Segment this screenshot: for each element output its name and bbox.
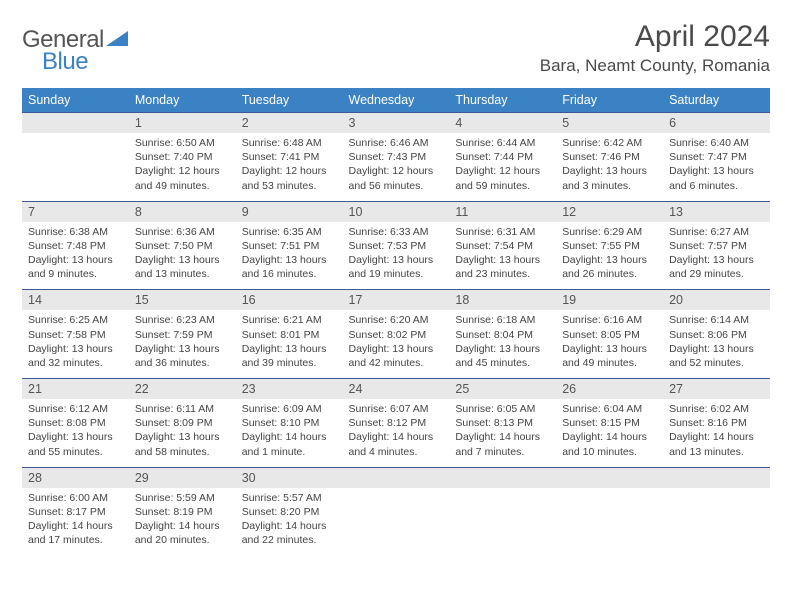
day-cell: Sunrise: 6:44 AMSunset: 7:44 PMDaylight:… — [449, 133, 556, 201]
day-number: 24 — [343, 379, 450, 400]
day-number: 23 — [236, 379, 343, 400]
day-cell: Sunrise: 6:05 AMSunset: 8:13 PMDaylight:… — [449, 399, 556, 467]
day-cell: Sunrise: 6:04 AMSunset: 8:15 PMDaylight:… — [556, 399, 663, 467]
day-number: 8 — [129, 201, 236, 222]
day-cell: Sunrise: 6:12 AMSunset: 8:08 PMDaylight:… — [22, 399, 129, 467]
day-number: 10 — [343, 201, 450, 222]
day-cell: Sunrise: 6:25 AMSunset: 7:58 PMDaylight:… — [22, 310, 129, 378]
day-cell — [556, 488, 663, 556]
day-number: 17 — [343, 290, 450, 311]
logo-text-blue: Blue — [42, 48, 88, 76]
day-number: 3 — [343, 113, 450, 134]
day-cell: Sunrise: 6:09 AMSunset: 8:10 PMDaylight:… — [236, 399, 343, 467]
weekday-wednesday: Wednesday — [343, 88, 450, 113]
day-number: 22 — [129, 379, 236, 400]
day-number-row: 14151617181920 — [22, 290, 770, 311]
day-number: 15 — [129, 290, 236, 311]
day-cell: Sunrise: 6:46 AMSunset: 7:43 PMDaylight:… — [343, 133, 450, 201]
day-number: 14 — [22, 290, 129, 311]
day-cell — [449, 488, 556, 556]
day-number: 20 — [663, 290, 770, 311]
day-number: 28 — [22, 467, 129, 488]
day-number-row: 78910111213 — [22, 201, 770, 222]
day-cell — [22, 133, 129, 201]
day-cell — [663, 488, 770, 556]
day-number: 26 — [556, 379, 663, 400]
day-cell: Sunrise: 6:14 AMSunset: 8:06 PMDaylight:… — [663, 310, 770, 378]
day-content-row: Sunrise: 6:12 AMSunset: 8:08 PMDaylight:… — [22, 399, 770, 467]
day-cell: Sunrise: 6:29 AMSunset: 7:55 PMDaylight:… — [556, 222, 663, 290]
day-cell: Sunrise: 6:35 AMSunset: 7:51 PMDaylight:… — [236, 222, 343, 290]
day-cell: Sunrise: 6:18 AMSunset: 8:04 PMDaylight:… — [449, 310, 556, 378]
day-number — [343, 467, 450, 488]
weekday-monday: Monday — [129, 88, 236, 113]
day-number: 18 — [449, 290, 556, 311]
day-number: 13 — [663, 201, 770, 222]
day-cell: Sunrise: 6:31 AMSunset: 7:54 PMDaylight:… — [449, 222, 556, 290]
day-number: 7 — [22, 201, 129, 222]
weekday-thursday: Thursday — [449, 88, 556, 113]
day-number-row: 282930 — [22, 467, 770, 488]
weekday-sunday: Sunday — [22, 88, 129, 113]
day-cell: Sunrise: 6:33 AMSunset: 7:53 PMDaylight:… — [343, 222, 450, 290]
day-cell: Sunrise: 6:40 AMSunset: 7:47 PMDaylight:… — [663, 133, 770, 201]
day-cell: Sunrise: 6:23 AMSunset: 7:59 PMDaylight:… — [129, 310, 236, 378]
day-number: 21 — [22, 379, 129, 400]
day-number: 1 — [129, 113, 236, 134]
day-number: 11 — [449, 201, 556, 222]
day-cell: Sunrise: 6:38 AMSunset: 7:48 PMDaylight:… — [22, 222, 129, 290]
day-number: 6 — [663, 113, 770, 134]
day-content-row: Sunrise: 6:25 AMSunset: 7:58 PMDaylight:… — [22, 310, 770, 378]
day-number — [663, 467, 770, 488]
day-content-row: Sunrise: 6:38 AMSunset: 7:48 PMDaylight:… — [22, 222, 770, 290]
day-number — [22, 113, 129, 134]
day-number-row: 123456 — [22, 113, 770, 134]
day-number: 4 — [449, 113, 556, 134]
day-number: 27 — [663, 379, 770, 400]
day-cell: Sunrise: 6:36 AMSunset: 7:50 PMDaylight:… — [129, 222, 236, 290]
day-cell — [343, 488, 450, 556]
day-content-row: Sunrise: 6:00 AMSunset: 8:17 PMDaylight:… — [22, 488, 770, 556]
calendar-table: Sunday Monday Tuesday Wednesday Thursday… — [22, 88, 770, 555]
day-cell: Sunrise: 6:27 AMSunset: 7:57 PMDaylight:… — [663, 222, 770, 290]
day-cell: Sunrise: 6:21 AMSunset: 8:01 PMDaylight:… — [236, 310, 343, 378]
day-number: 2 — [236, 113, 343, 134]
day-cell: Sunrise: 6:20 AMSunset: 8:02 PMDaylight:… — [343, 310, 450, 378]
month-title: April 2024 — [540, 20, 770, 54]
weekday-saturday: Saturday — [663, 88, 770, 113]
weekday-tuesday: Tuesday — [236, 88, 343, 113]
day-cell: Sunrise: 6:00 AMSunset: 8:17 PMDaylight:… — [22, 488, 129, 556]
day-number — [449, 467, 556, 488]
day-content-row: Sunrise: 6:50 AMSunset: 7:40 PMDaylight:… — [22, 133, 770, 201]
weekday-friday: Friday — [556, 88, 663, 113]
day-cell: Sunrise: 6:48 AMSunset: 7:41 PMDaylight:… — [236, 133, 343, 201]
day-cell: Sunrise: 6:07 AMSunset: 8:12 PMDaylight:… — [343, 399, 450, 467]
day-number: 9 — [236, 201, 343, 222]
day-cell: Sunrise: 5:59 AMSunset: 8:19 PMDaylight:… — [129, 488, 236, 556]
day-number-row: 21222324252627 — [22, 379, 770, 400]
logo-triangle-icon — [106, 29, 128, 52]
day-number: 25 — [449, 379, 556, 400]
day-number: 30 — [236, 467, 343, 488]
day-cell: Sunrise: 6:50 AMSunset: 7:40 PMDaylight:… — [129, 133, 236, 201]
day-number: 5 — [556, 113, 663, 134]
day-number: 19 — [556, 290, 663, 311]
day-number: 12 — [556, 201, 663, 222]
day-cell: Sunrise: 5:57 AMSunset: 8:20 PMDaylight:… — [236, 488, 343, 556]
weekday-header-row: Sunday Monday Tuesday Wednesday Thursday… — [22, 88, 770, 113]
day-cell: Sunrise: 6:11 AMSunset: 8:09 PMDaylight:… — [129, 399, 236, 467]
day-cell: Sunrise: 6:42 AMSunset: 7:46 PMDaylight:… — [556, 133, 663, 201]
day-number: 16 — [236, 290, 343, 311]
day-number: 29 — [129, 467, 236, 488]
location: Bara, Neamt County, Romania — [540, 56, 770, 76]
day-cell: Sunrise: 6:16 AMSunset: 8:05 PMDaylight:… — [556, 310, 663, 378]
day-number — [556, 467, 663, 488]
day-cell: Sunrise: 6:02 AMSunset: 8:16 PMDaylight:… — [663, 399, 770, 467]
